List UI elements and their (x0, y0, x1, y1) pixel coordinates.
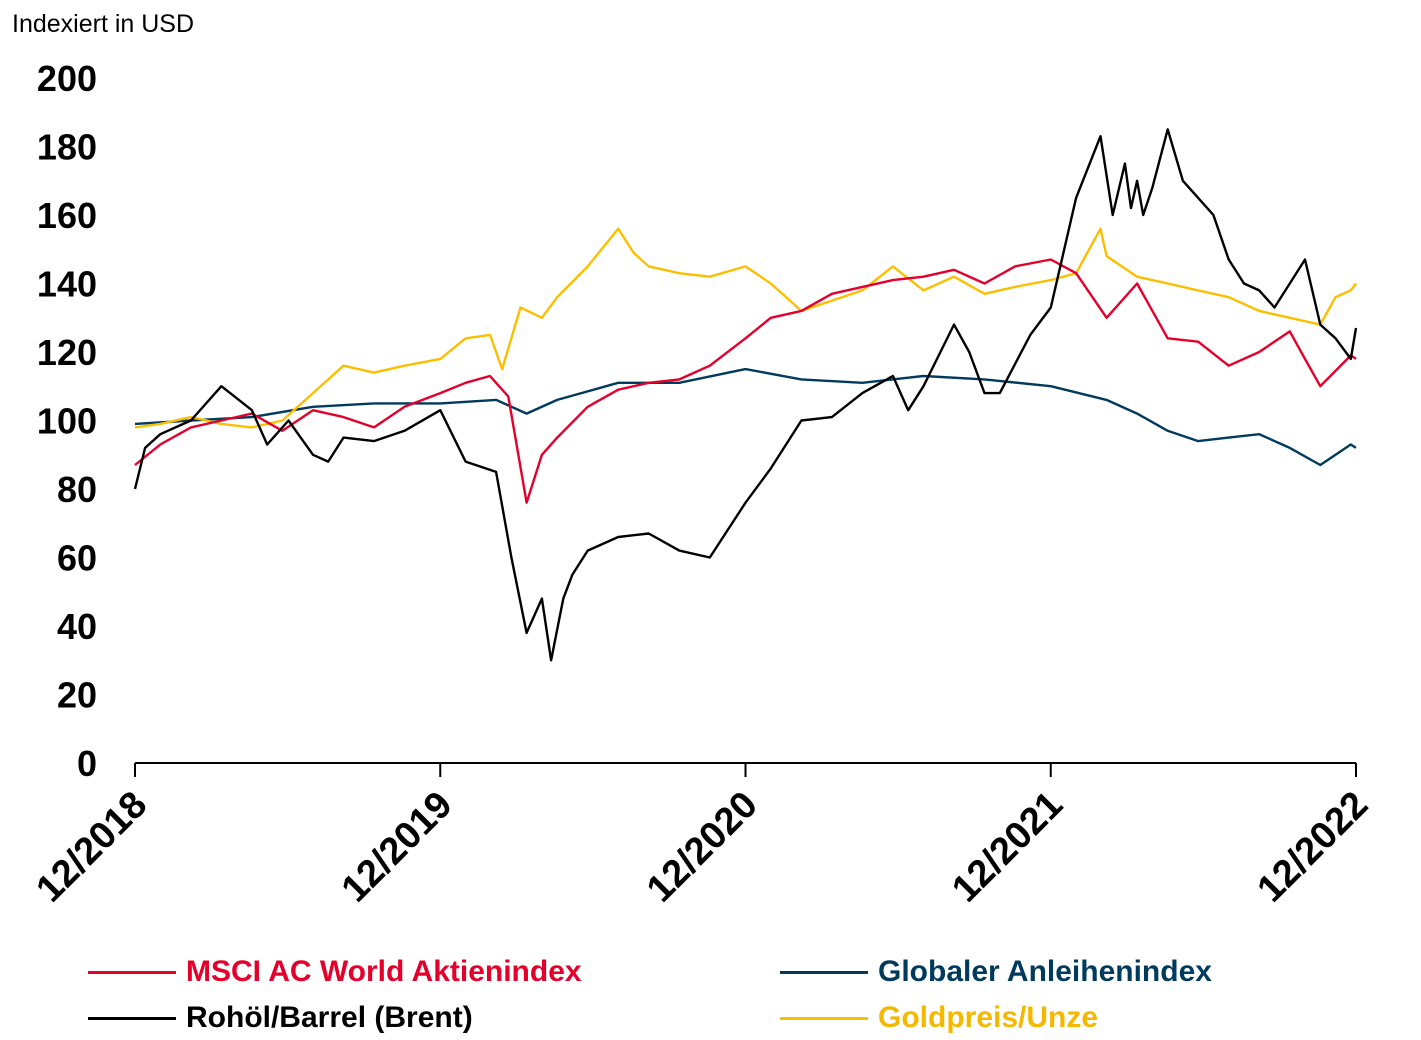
y-tick-label: 200 (37, 58, 97, 99)
y-tick-label: 160 (37, 195, 97, 236)
legend-label-brent: Rohöl/Barrel (Brent) (186, 1001, 473, 1034)
y-tick-label: 60 (57, 538, 97, 579)
legend-swatch-bonds (780, 970, 868, 974)
y-axis-unit-label: Indexiert in USD (12, 10, 195, 38)
series-line-msci (134, 258, 1357, 504)
x-tick-label: 12/2020 (639, 784, 766, 911)
y-tick-label: 0 (77, 743, 97, 784)
y-tick-label: 40 (57, 606, 97, 647)
legend-label-msci: MSCI AC World Aktienindex (186, 955, 582, 988)
legend-swatch-msci (88, 970, 176, 974)
x-tick-label: 12/2018 (29, 784, 156, 911)
line-chart: 0 20 40 60 80 100 120 140 160 180 200 12/2018 12/201… (29, 58, 1377, 911)
legend-label-bonds: Globaler Anleihenindex (878, 955, 1212, 988)
y-tick-label: 100 (37, 401, 97, 442)
legend-swatch-gold (780, 1016, 868, 1020)
legend-item-gold: Goldpreis/Unze (780, 996, 1098, 1040)
x-tick-label: 12/2019 (334, 784, 461, 911)
y-tick-label: 140 (37, 264, 97, 305)
series-line-bonds (134, 367, 1357, 467)
legend-swatch-brent (88, 1016, 176, 1020)
legend: MSCI AC World Aktienindex Globaler Anlei… (0, 950, 1421, 1040)
legend-item-brent: Rohöl/Barrel (Brent) (88, 996, 473, 1040)
series-lines (133, 128, 1358, 662)
x-tick-label: 12/2021 (944, 784, 1071, 911)
y-tick-label: 80 (57, 469, 97, 510)
series-line-brent (133, 128, 1358, 662)
legend-label-gold: Goldpreis/Unze (878, 1001, 1099, 1034)
x-tick-label: 12/2022 (1250, 784, 1377, 911)
legend-item-bonds: Globaler Anleihenindex (780, 950, 1212, 994)
axes: 0 20 40 60 80 100 120 140 160 180 200 12/2018 12/201… (29, 58, 1377, 911)
y-tick-label: 20 (57, 675, 97, 716)
y-tick-label: 120 (37, 332, 97, 373)
series-line-gold (134, 227, 1357, 429)
legend-item-msci: MSCI AC World Aktienindex (88, 950, 582, 994)
y-tick-label: 180 (37, 127, 97, 168)
